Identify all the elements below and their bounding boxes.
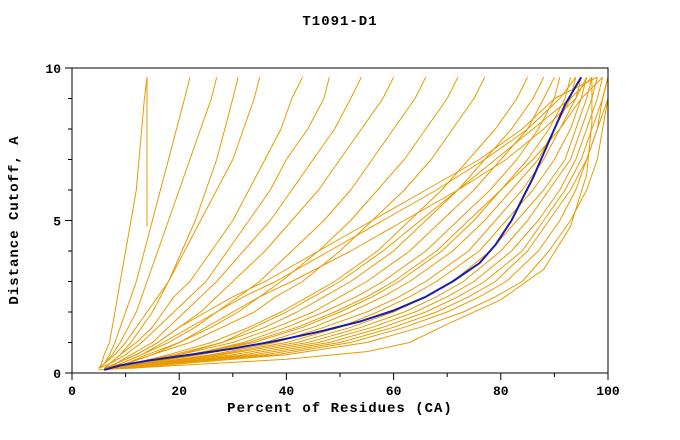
model-curve [120,77,598,369]
model-curve [98,77,148,369]
model-curve [98,77,218,369]
model-curve [98,77,191,369]
model-curve [120,77,582,369]
model-curve [120,77,588,369]
model-curve [125,77,609,369]
model-curve [114,76,555,369]
x-axis-label: Percent of Residues (CA) [227,401,453,417]
model-curve [114,76,593,369]
model-curve [109,76,545,369]
model-curve [125,77,604,369]
y-axis-label: Distance Cutoff, A [7,135,23,304]
y-tick-label: 10 [45,62,61,77]
y-tick-label: 5 [53,215,61,230]
x-tick-label: 60 [386,384,402,399]
model-curve [109,76,486,369]
y-tick-label: 0 [53,367,61,382]
model-curve [109,76,427,369]
model-curve [109,76,459,369]
model-curve [98,77,261,369]
chart-title: T1091-D1 [302,14,377,30]
x-tick-label: 40 [279,384,295,399]
x-tick-label: 100 [596,384,620,399]
model-curve [103,77,330,369]
model-curve [98,77,593,371]
model-curve [125,77,609,369]
model-curve [130,77,609,369]
x-tick-label: 20 [171,384,187,399]
model-curve [104,76,362,369]
x-tick-label: 80 [493,384,509,399]
model-curve [104,76,577,369]
model-curve [104,76,598,369]
plot-area: 0 20 40 60 80 100 0 5 10 [45,62,620,399]
model-curve [98,76,303,369]
model-curve [120,77,593,369]
model-curve [109,76,588,369]
model-curve [109,76,529,369]
highlight-curve [103,76,583,371]
x-tick-label: 0 [68,384,76,399]
